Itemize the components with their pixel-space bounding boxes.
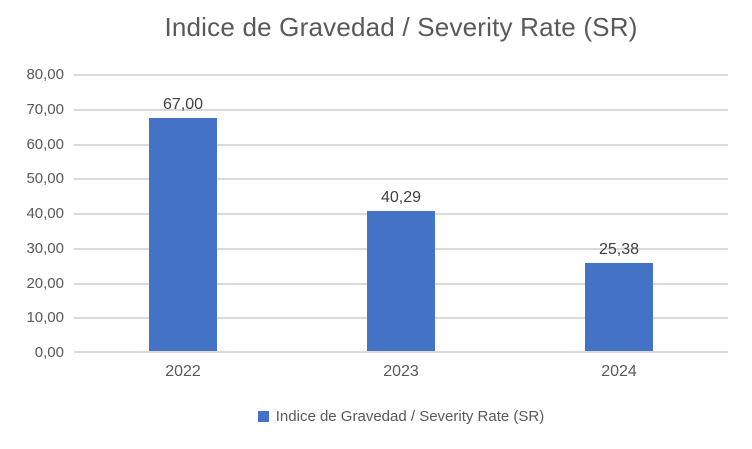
y-tick-label: 60,00 bbox=[26, 135, 64, 153]
y-tick-label: 20,00 bbox=[26, 274, 64, 292]
bar-value-label: 40,29 bbox=[380, 188, 422, 206]
bar-2022 bbox=[149, 118, 217, 351]
y-tick-label: 80,00 bbox=[26, 66, 64, 83]
gridline bbox=[74, 74, 728, 76]
gridline bbox=[74, 178, 728, 181]
plot-area bbox=[74, 74, 728, 353]
x-tick-label: 2024 bbox=[601, 363, 637, 380]
legend-swatch-icon bbox=[257, 411, 269, 422]
y-tick-label: 50,00 bbox=[26, 170, 64, 188]
x-tick-label: 2022 bbox=[165, 363, 201, 380]
chart-title: Indice de Gravedad / Severity Rate (SR) bbox=[164, 12, 638, 42]
y-tick-label: 30,00 bbox=[26, 239, 64, 257]
y-tick-label: 40,00 bbox=[26, 205, 64, 222]
legend-series-label: Indice de Gravedad / Severity Rate (SR) bbox=[275, 408, 545, 425]
bar-value-label: 67,00 bbox=[162, 96, 204, 114]
legend: Indice de Gravedad / Severity Rate (SR) bbox=[74, 408, 728, 425]
bar-value-label: 25,38 bbox=[598, 240, 640, 258]
y-tick-label: 70,00 bbox=[26, 100, 64, 118]
gridline bbox=[74, 143, 728, 146]
bar-2024 bbox=[585, 262, 653, 351]
y-tick-label: 0,00 bbox=[34, 344, 64, 361]
gridline bbox=[74, 108, 728, 111]
y-tick-label: 10,00 bbox=[26, 309, 64, 327]
x-tick-label: 2023 bbox=[383, 363, 419, 380]
bar-2023 bbox=[367, 211, 435, 351]
